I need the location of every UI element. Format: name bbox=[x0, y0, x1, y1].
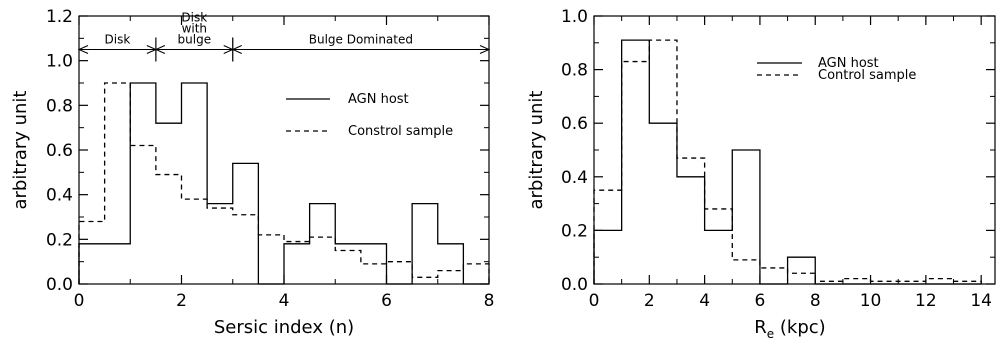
right-x-axis-title-main: R bbox=[754, 317, 767, 338]
annotation-label: Bulge Dominated bbox=[309, 33, 413, 47]
annotation-label-line: Disk bbox=[105, 33, 131, 47]
left-x-tick-label: 6 bbox=[381, 291, 392, 311]
annotation-label: Disk with bulge bbox=[178, 11, 212, 47]
right-legend: AGN host Control sample bbox=[757, 56, 916, 83]
right-legend-label-agn: AGN host bbox=[818, 56, 879, 71]
left-y-tick-label: 0.2 bbox=[46, 230, 73, 250]
right-plot-frame bbox=[593, 15, 996, 285]
right-x-tick-label: 0 bbox=[589, 291, 600, 311]
left-x-tick-label: 8 bbox=[484, 291, 495, 311]
left-y-tick-label: 1.2 bbox=[46, 7, 73, 27]
right-series-agn-histogram bbox=[593, 39, 982, 285]
annotation-label: Disk bbox=[105, 33, 131, 47]
right-panel: 0 2 4 6 8 10 12 14 0.00.20.40.60.81.0 Re (kpc) … bbox=[526, 7, 996, 341]
left-y-axis-title: arbitrary unit bbox=[10, 91, 31, 210]
left-legend-label-control: Constrol sample bbox=[348, 124, 453, 139]
right-y-tick-label: 0.8 bbox=[561, 61, 588, 81]
left-series bbox=[78, 82, 490, 285]
left-y-tick-label: 0.6 bbox=[46, 141, 73, 161]
left-series-agn-histogram bbox=[78, 82, 489, 285]
left-x-tick-label: 2 bbox=[176, 291, 187, 311]
left-x-tick-label: 4 bbox=[279, 291, 290, 311]
right-x-tick-label: 2 bbox=[644, 291, 655, 311]
left-y-ticks: 0.0 0.2 0.4 0.6 0.8 1.0 1.2 bbox=[46, 7, 489, 295]
right-x-axis-title-unit: (kpc) bbox=[774, 317, 826, 338]
annotation-label-line: bulge bbox=[178, 33, 212, 47]
left-x-axis-title: Sersic index (n) bbox=[214, 317, 354, 338]
right-y-tick-label: 0.4 bbox=[561, 168, 588, 188]
right-x-tick-label: 12 bbox=[915, 291, 937, 311]
left-legend: AGN host Constrol sample bbox=[286, 92, 453, 139]
right-x-axis-title-subscript: e bbox=[767, 327, 774, 341]
right-x-ticks: 0 2 4 6 8 10 12 14 bbox=[589, 16, 992, 311]
annotation-label-line: Disk bbox=[181, 11, 207, 25]
right-y-tick-label: 0.2 bbox=[561, 221, 588, 241]
right-x-tick-label: 6 bbox=[755, 291, 766, 311]
right-x-tick-label: 8 bbox=[810, 291, 821, 311]
left-series-control-histogram bbox=[78, 82, 490, 284]
right-y-ticks: 0.0 0.2 0.4 0.6 0.8 1.0 bbox=[561, 7, 995, 295]
left-y-tick-label: 1.0 bbox=[46, 52, 73, 72]
left-x-tick-label: 0 bbox=[74, 291, 85, 311]
right-x-tick-label: 14 bbox=[970, 291, 992, 311]
right-x-tick-label: 4 bbox=[699, 291, 710, 311]
right-y-axis-title: arbitrary unit bbox=[526, 91, 547, 210]
right-y-tick-label: 0.0 bbox=[561, 275, 588, 295]
left-y-tick-label: 0.4 bbox=[46, 186, 73, 206]
right-legend-label-control: Control sample bbox=[818, 68, 916, 83]
right-y-tick-label: 0.6 bbox=[561, 114, 588, 134]
left-y-tick-label: 0.0 bbox=[46, 275, 73, 295]
left-legend-label-agn: AGN host bbox=[348, 92, 409, 107]
left-y-tick-label: 0.8 bbox=[46, 96, 73, 116]
right-series-control-histogram bbox=[593, 39, 982, 284]
right-x-axis-title: Re (kpc) bbox=[754, 317, 825, 341]
right-x-tick-label: 10 bbox=[860, 291, 882, 311]
right-y-tick-label: 1.0 bbox=[561, 7, 588, 27]
annotation-label-line: with bbox=[182, 22, 207, 36]
right-series bbox=[593, 39, 982, 285]
annotation-label-line: Bulge Dominated bbox=[309, 33, 413, 47]
